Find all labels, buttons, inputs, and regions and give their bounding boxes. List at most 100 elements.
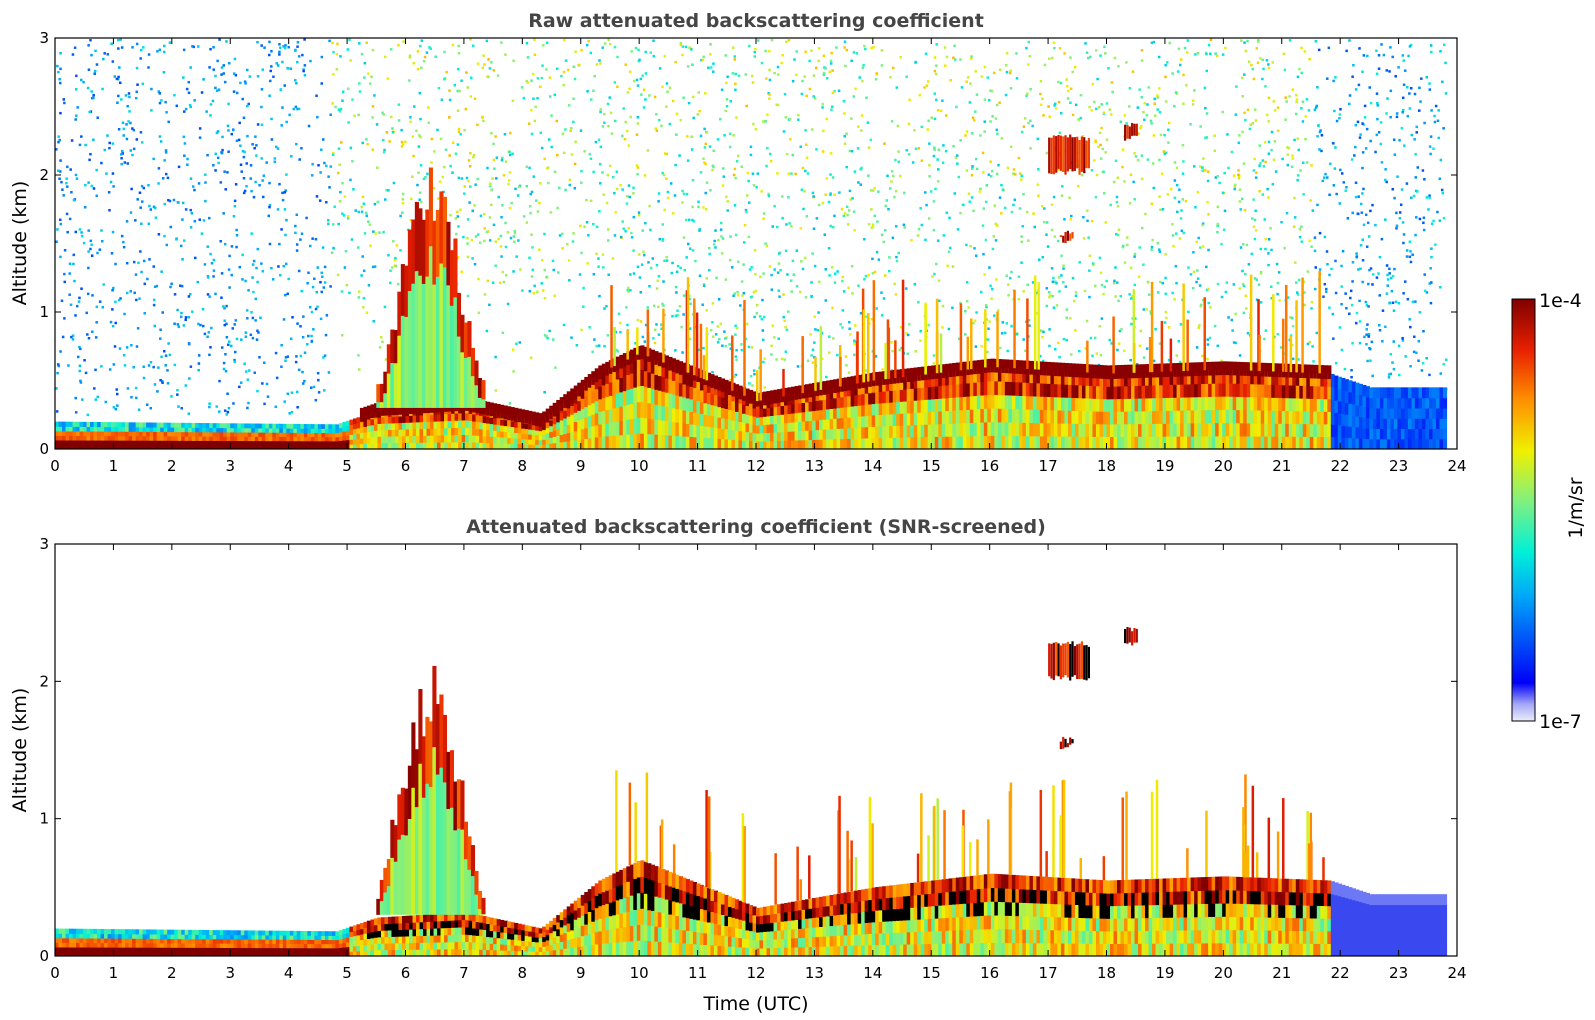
- noise-pixel: [255, 144, 258, 147]
- noise-pixel: [1182, 102, 1185, 106]
- noise-pixel: [1086, 209, 1089, 212]
- noise-pixel: [341, 99, 344, 102]
- noise-pixel: [1243, 111, 1246, 115]
- noise-pixel: [323, 281, 327, 284]
- noise-pixel: [588, 326, 591, 329]
- bl-cell: [69, 439, 74, 446]
- noise-pixel: [1332, 79, 1335, 83]
- noise-pixel: [681, 201, 684, 204]
- noise-pixel: [1048, 57, 1051, 60]
- noise-pixel: [159, 378, 162, 382]
- noise-pixel: [1143, 102, 1146, 105]
- noise-pixel: [1338, 202, 1342, 205]
- noise-pixel: [1344, 189, 1347, 192]
- noise-pixel: [1088, 254, 1092, 258]
- noise-pixel: [1361, 192, 1364, 195]
- noise-pixel: [655, 129, 659, 132]
- bl-cell: [363, 437, 368, 444]
- bl-cell: [76, 430, 81, 437]
- bl-cell: [163, 427, 168, 433]
- noise-pixel: [607, 124, 610, 128]
- noise-pixel: [1276, 129, 1280, 133]
- noise-pixel: [1296, 293, 1300, 296]
- noise-pixel: [1339, 168, 1342, 172]
- noise-pixel: [617, 312, 621, 316]
- noise-pixel: [1250, 252, 1254, 256]
- noise-pixel: [328, 39, 331, 43]
- bl-cell: [142, 426, 147, 432]
- noise-pixel: [991, 287, 994, 291]
- noise-pixel: [1128, 202, 1132, 205]
- noise-pixel: [1201, 298, 1205, 302]
- noise-pixel: [955, 105, 958, 109]
- bl-top-cell: [584, 376, 589, 391]
- noise-pixel: [1005, 70, 1009, 74]
- bl-cell: [542, 429, 547, 435]
- noise-pixel: [572, 65, 576, 69]
- noise-pixel: [1118, 329, 1122, 333]
- noise-pixel: [863, 278, 866, 281]
- noise-pixel: [277, 265, 280, 268]
- noise-pixel: [538, 248, 541, 252]
- noise-pixel: [661, 85, 664, 89]
- noise-pixel: [57, 140, 60, 144]
- noise-pixel: [417, 171, 420, 174]
- noise-pixel: [76, 106, 79, 109]
- noise-pixel: [79, 379, 82, 383]
- noise-pixel: [116, 101, 119, 104]
- noise-pixel: [1316, 86, 1319, 89]
- bl-cell: [272, 436, 277, 442]
- noise-pixel: [248, 369, 251, 372]
- noise-pixel: [759, 275, 762, 279]
- bl-cell: [146, 431, 151, 437]
- noise-pixel: [1276, 281, 1280, 285]
- noise-pixel: [1136, 106, 1140, 109]
- noise-pixel: [1425, 196, 1429, 199]
- noise-pixel: [1267, 120, 1270, 123]
- noise-pixel: [1201, 354, 1204, 358]
- noise-pixel: [932, 362, 936, 365]
- bl-cell: [489, 436, 494, 444]
- noise-pixel: [284, 189, 287, 192]
- noise-pixel: [1429, 152, 1432, 156]
- noise-pixel: [457, 52, 461, 55]
- noise-pixel: [368, 223, 372, 226]
- noise-pixel: [1052, 276, 1055, 280]
- bl-cell: [107, 435, 112, 441]
- noise-pixel: [1111, 90, 1114, 94]
- noise-pixel: [382, 151, 386, 154]
- noise-pixel: [371, 105, 375, 108]
- noise-pixel: [560, 232, 564, 236]
- noise-pixel: [636, 84, 640, 87]
- bl-cell: [156, 440, 161, 446]
- noise-pixel: [232, 128, 235, 132]
- bl-cell: [387, 429, 393, 437]
- noise-pixel: [111, 288, 114, 292]
- bl-cell: [391, 435, 396, 444]
- noise-pixel: [698, 109, 701, 113]
- noise-pixel: [169, 225, 172, 229]
- noise-pixel: [1401, 108, 1405, 112]
- bl-cell: [265, 436, 270, 442]
- noise-pixel: [824, 67, 827, 70]
- noise-pixel: [1115, 281, 1119, 284]
- noise-pixel: [810, 128, 814, 131]
- noise-pixel: [111, 308, 114, 311]
- noise-pixel: [245, 370, 248, 373]
- noise-pixel: [1255, 278, 1259, 281]
- noise-pixel: [609, 111, 613, 115]
- noise-pixel: [1149, 310, 1152, 313]
- noise-pixel: [1246, 331, 1250, 335]
- bl-cell: [163, 444, 168, 449]
- noise-pixel: [1389, 46, 1392, 49]
- noise-pixel: [357, 210, 360, 214]
- noise-pixel: [457, 225, 460, 228]
- noise-pixel: [260, 157, 263, 160]
- bl-cell: [83, 444, 88, 449]
- noise-pixel: [451, 43, 455, 47]
- noise-pixel: [1271, 183, 1275, 186]
- noise-pixel: [122, 353, 126, 357]
- noise-pixel: [990, 89, 994, 93]
- bl-cell: [300, 436, 305, 442]
- noise-pixel: [1078, 118, 1081, 121]
